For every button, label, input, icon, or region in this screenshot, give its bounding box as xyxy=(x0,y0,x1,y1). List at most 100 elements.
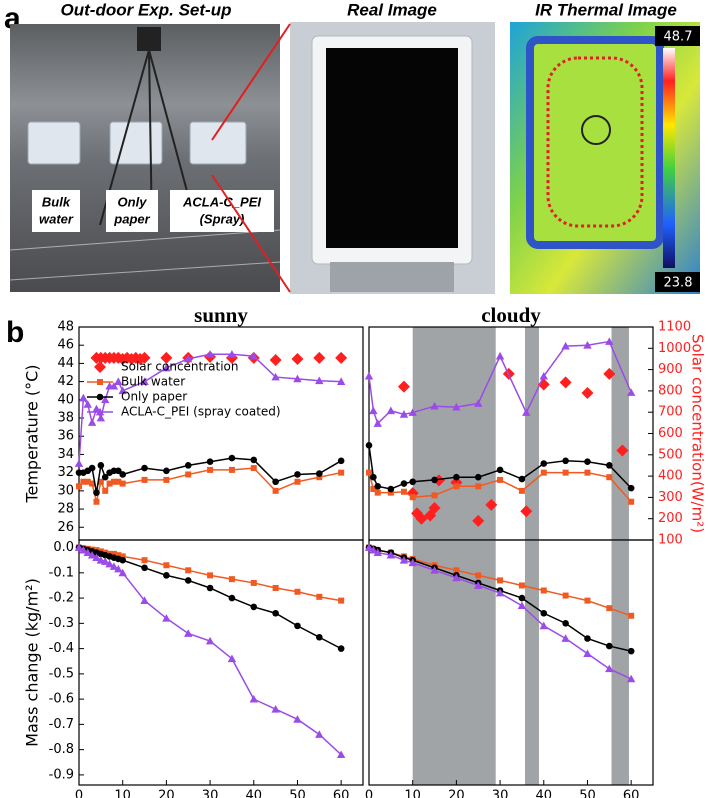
scale-max: 48.7 xyxy=(664,30,693,45)
marker xyxy=(522,408,531,416)
y2-tick-label: 300 xyxy=(658,490,683,505)
marker xyxy=(184,354,193,363)
series-line xyxy=(78,546,342,650)
legend-label: Bulk water xyxy=(121,375,185,389)
marker xyxy=(431,476,438,484)
shaded-span xyxy=(611,540,629,785)
marker xyxy=(115,467,122,475)
marker xyxy=(540,460,548,467)
marker xyxy=(562,469,569,476)
caption-box xyxy=(32,190,80,232)
marker xyxy=(335,351,348,364)
marker xyxy=(102,487,109,494)
marker xyxy=(269,354,282,367)
marker xyxy=(206,584,214,592)
x-tick-label: 50 xyxy=(289,789,306,798)
panel-label: b xyxy=(6,316,24,349)
y2-tick-label: 100 xyxy=(658,533,683,548)
marker xyxy=(89,480,96,487)
marker xyxy=(163,476,170,483)
marker xyxy=(452,402,461,411)
series-line xyxy=(368,546,632,680)
y2-tick-label: 900 xyxy=(658,362,683,377)
marker xyxy=(118,386,127,395)
marker xyxy=(616,444,629,457)
scale-box xyxy=(655,272,700,292)
marker xyxy=(87,418,97,426)
marker xyxy=(584,635,591,642)
marker xyxy=(315,376,324,385)
marker xyxy=(495,588,505,597)
series-line xyxy=(78,546,342,756)
marker xyxy=(397,380,410,393)
marker xyxy=(119,553,126,560)
marker xyxy=(97,478,104,485)
marker xyxy=(606,642,613,650)
marker xyxy=(562,457,569,465)
marker xyxy=(539,621,548,630)
marker xyxy=(475,483,482,490)
y-tick-label: 38 xyxy=(57,411,74,426)
marker xyxy=(228,594,236,602)
y2-tick-label: 400 xyxy=(658,469,683,484)
marker xyxy=(409,494,416,501)
marker xyxy=(119,480,126,487)
marker xyxy=(294,478,301,485)
marker xyxy=(206,458,214,466)
plot-frame xyxy=(368,539,654,786)
caption-box xyxy=(170,190,274,232)
caption: Only xyxy=(118,194,148,209)
chart-title: sunny xyxy=(194,303,248,327)
scale-box xyxy=(655,26,700,46)
marker xyxy=(606,474,613,481)
marker xyxy=(583,341,592,349)
marker xyxy=(431,492,438,499)
marker xyxy=(271,372,280,381)
marker xyxy=(110,550,117,557)
x-tick-label: 0 xyxy=(75,789,83,798)
marker xyxy=(109,562,119,570)
y2-tick-label: 200 xyxy=(658,511,683,526)
marker xyxy=(474,581,483,589)
marker xyxy=(428,502,441,515)
marker xyxy=(518,594,526,602)
marker xyxy=(627,647,635,655)
y-tick-label: -0.3 xyxy=(49,616,74,631)
marker xyxy=(250,465,257,472)
marker xyxy=(105,559,114,568)
marker xyxy=(313,351,326,364)
marker xyxy=(84,478,91,485)
shaded-span xyxy=(611,327,629,540)
marker xyxy=(185,567,192,574)
marker xyxy=(162,363,171,372)
marker xyxy=(475,572,482,579)
marker xyxy=(228,466,235,473)
marker xyxy=(399,410,409,418)
marker xyxy=(628,498,635,505)
y-tick-label: -0.8 xyxy=(49,742,74,757)
sample xyxy=(326,48,458,248)
caption: water xyxy=(39,211,74,226)
marker xyxy=(628,612,635,619)
marker xyxy=(162,614,171,622)
marker xyxy=(520,505,533,518)
chart-title: cloudy xyxy=(481,303,541,327)
y2-tick-label: 600 xyxy=(658,426,683,441)
photo-title: Real Image xyxy=(347,0,437,19)
y-tick-label: -0.6 xyxy=(49,692,74,707)
y2-tick-label: 700 xyxy=(658,405,683,420)
marker xyxy=(369,545,378,554)
marker xyxy=(373,548,382,556)
marker xyxy=(373,419,382,427)
marker xyxy=(337,457,345,465)
caption-box xyxy=(106,190,158,232)
marker xyxy=(184,462,192,469)
marker xyxy=(606,605,613,612)
x-tick-label: 60 xyxy=(623,789,640,798)
marker xyxy=(336,377,346,385)
caption: paper xyxy=(113,211,150,226)
x-tick-label: 10 xyxy=(114,789,131,798)
marker xyxy=(496,466,504,474)
marker xyxy=(316,474,323,481)
marker xyxy=(140,596,149,604)
